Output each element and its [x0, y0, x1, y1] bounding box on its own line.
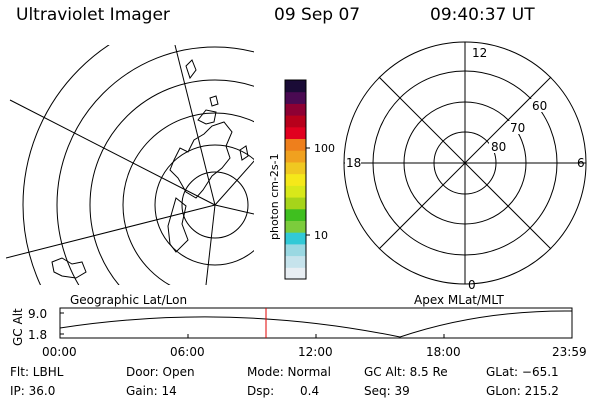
colorbar-cell	[285, 197, 306, 210]
gc-alt-readout: GC Alt: 8.5 Re	[364, 365, 448, 379]
colorbar-unit-label: photon cm-2s-1	[268, 153, 281, 240]
coastline	[51, 257, 87, 279]
colorbar-cells	[285, 80, 306, 280]
window-title: Ultraviolet Imager	[16, 5, 170, 25]
orbit-altitude-curve	[59, 310, 573, 338]
mlt-label-18: 18	[346, 156, 361, 170]
colorbar-tick-label-10: 10	[314, 229, 328, 242]
meridian-line	[214, 160, 254, 206]
colorbar-cell	[285, 208, 306, 221]
y-tick-label-9: 9.0	[28, 307, 47, 321]
colorbar-cell	[285, 173, 306, 186]
colorbar-cell	[285, 103, 306, 116]
colorbar-cell	[285, 267, 306, 280]
ip-readout: IP: 36.0	[10, 384, 55, 398]
polar-labels: 12 6 18 0 60 70 80	[345, 46, 585, 292]
glat-readout: GLat: −65.1	[486, 365, 559, 379]
label-bg	[530, 99, 548, 112]
glon-readout: GLon: 215.2	[486, 384, 559, 398]
meridian-line	[174, 45, 216, 206]
colorbar-tick-label-100: 100	[314, 142, 335, 155]
latitude-circle	[122, 112, 254, 285]
colorbar-cell	[285, 243, 306, 257]
colorbar-frame	[284, 79, 307, 280]
colorbar-cell	[285, 220, 306, 233]
colorbar-cell	[285, 91, 306, 104]
color-scale: 100 10 photon cm-2s-1	[268, 79, 335, 280]
apex-panel-label: Apex MLat/MLT	[414, 293, 504, 307]
mlat-label-70: 70	[510, 121, 525, 135]
x-tick-label-2359: 23:59	[552, 345, 587, 359]
label-bg	[508, 121, 526, 134]
colorbar-cell	[285, 161, 306, 175]
altitude-axis-title: GC Alt	[11, 308, 25, 346]
meridian-line	[6, 204, 216, 259]
altitude-plot: GC Alt 9.0 1.8 00:00 06:00 12:00 18:00 2…	[11, 307, 587, 359]
mlat-label-60: 60	[532, 99, 547, 113]
mode-readout: Mode: Normal	[247, 365, 331, 379]
mlt-label-12: 12	[472, 46, 487, 60]
filter-readout: Flt: LBHL	[10, 365, 64, 379]
latitude-circle	[181, 171, 249, 239]
colorbar-cell	[285, 232, 306, 245]
colorbar-cell	[285, 138, 306, 151]
latitude-circle	[89, 79, 254, 285]
gain-readout: Gain: 14	[126, 384, 177, 398]
dsp-value: 0.4	[300, 384, 319, 398]
seq-readout: Seq: 39	[364, 384, 410, 398]
dsp-label: Dsp:	[247, 384, 274, 398]
x-tick-label-1200: 12:00	[298, 345, 333, 359]
observation-date: 09 Sep 07	[274, 5, 361, 25]
colorbar-cell	[285, 185, 306, 198]
latitude-circle	[56, 46, 254, 285]
latitude-circles	[22, 45, 254, 285]
label-bg	[472, 46, 486, 59]
coastlines	[51, 59, 249, 279]
label-bg	[489, 140, 507, 153]
coastline	[167, 197, 189, 253]
meridian-line	[9, 99, 216, 206]
coastline	[185, 59, 197, 80]
mlat-label-80: 80	[491, 140, 506, 154]
latitude-circle	[154, 144, 254, 266]
colorbar-cell	[285, 126, 306, 140]
mlt-label-6: 6	[577, 156, 585, 170]
x-tick-label-0000: 00:00	[42, 345, 77, 359]
meridian-line	[214, 204, 254, 215]
label-bg	[345, 156, 361, 169]
mlt-label-0: 0	[468, 278, 476, 292]
colorbar-cell	[285, 150, 306, 163]
colorbar-cell	[285, 115, 306, 128]
y-tick-label-1-8: 1.8	[28, 328, 47, 342]
coastline	[209, 95, 219, 107]
colorbar-cell	[285, 255, 306, 268]
coastline	[169, 121, 233, 199]
latitude-circle	[22, 45, 110, 285]
colorbar-cell	[285, 80, 306, 93]
x-tick-label-0600: 06:00	[170, 345, 205, 359]
x-tick-label-1800: 18:00	[426, 345, 461, 359]
geographic-panel-label: Geographic Lat/Lon	[70, 293, 187, 307]
observation-time: 09:40:37 UT	[430, 5, 535, 25]
info-panel: Flt: LBHL Door: Open Mode: Normal GC Alt…	[10, 365, 559, 398]
coastline	[239, 145, 249, 161]
door-readout: Door: Open	[126, 365, 195, 379]
polar-plot	[343, 41, 587, 285]
longitude-lines	[6, 45, 254, 285]
mlt-line	[378, 76, 552, 250]
coastline	[197, 109, 217, 125]
meridian-line	[205, 204, 216, 285]
geographic-map	[6, 45, 254, 285]
